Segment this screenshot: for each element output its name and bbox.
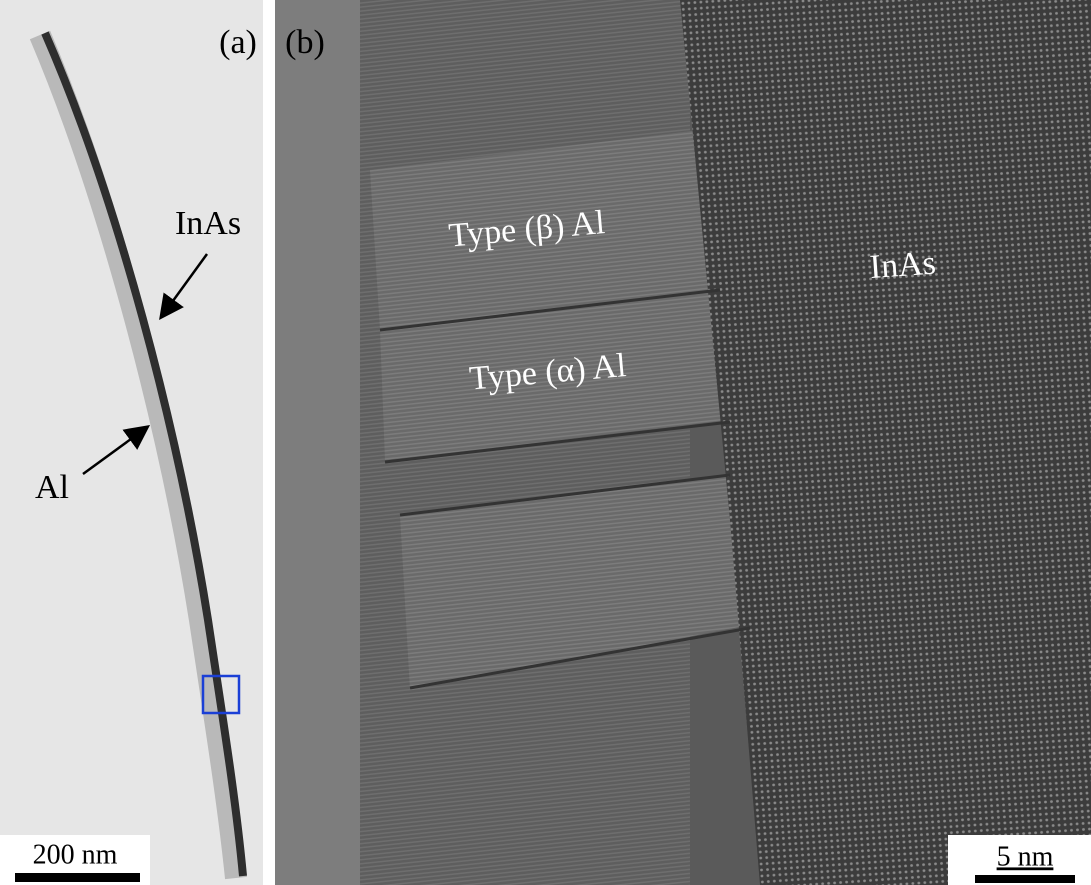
figure: InAs Al (a) 200 nm (b) Type (β) Al Type … — [0, 0, 1091, 885]
scale-bar-label: 200 nm — [33, 839, 118, 870]
scale-bar — [975, 875, 1075, 883]
panel-label: (a) — [219, 24, 257, 61]
scale-bar-label: 5 nm — [997, 841, 1054, 872]
panel-a: InAs Al (a) 200 nm — [0, 0, 263, 885]
panel-b: (b) Type (β) Al Type (α) Al InAs 5 nm — [275, 0, 1091, 885]
annotation: InAs — [869, 245, 938, 287]
panel-label: (b) — [285, 24, 325, 61]
annotation: Al — [35, 469, 69, 506]
scale-bar — [15, 873, 140, 882]
annotation: InAs — [175, 205, 241, 242]
